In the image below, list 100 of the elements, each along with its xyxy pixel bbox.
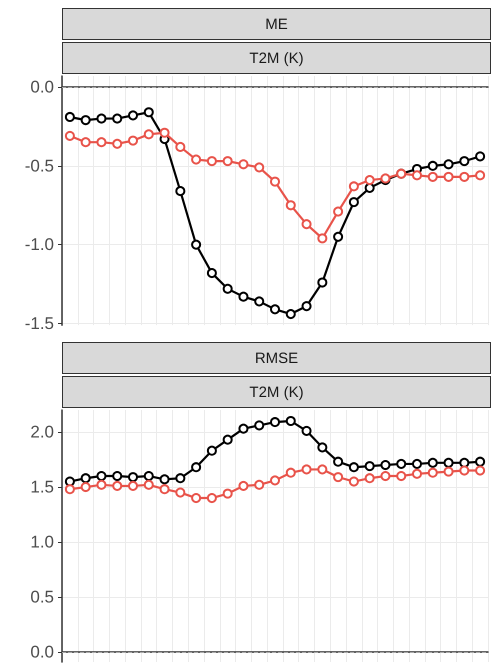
point [238, 480, 248, 491]
point [396, 471, 406, 482]
point [128, 136, 138, 146]
point [396, 458, 406, 469]
point [128, 110, 138, 120]
point [144, 129, 154, 140]
point [459, 466, 470, 476]
point [112, 471, 122, 482]
point [96, 114, 106, 124]
point [270, 304, 280, 314]
point [64, 484, 75, 494]
point [444, 466, 454, 477]
point [475, 170, 486, 180]
point [459, 156, 470, 166]
point [175, 488, 186, 498]
point [254, 480, 264, 490]
point [112, 480, 122, 491]
point [206, 493, 217, 504]
point [64, 112, 75, 122]
point [80, 115, 91, 126]
y-tick-label: 0.5 [30, 588, 54, 607]
point [475, 151, 486, 162]
point [175, 186, 186, 196]
point [191, 493, 202, 504]
point [128, 472, 138, 482]
point [144, 107, 154, 118]
point [238, 292, 248, 302]
point [206, 268, 217, 278]
point [96, 471, 106, 482]
point [80, 473, 91, 484]
point [302, 464, 312, 474]
point [475, 466, 486, 476]
point [206, 156, 217, 166]
point [412, 458, 422, 469]
point [238, 159, 248, 170]
chart-subtitle: T2M (K) [62, 42, 491, 74]
point [144, 471, 154, 482]
point [317, 233, 328, 244]
y-tick-label: 0.0 [30, 78, 54, 97]
point [302, 426, 312, 436]
point [206, 446, 217, 456]
point [428, 468, 438, 478]
point [112, 114, 122, 124]
point [428, 160, 438, 171]
point [333, 232, 344, 242]
point [222, 284, 233, 294]
point [175, 473, 186, 484]
point [175, 142, 186, 152]
point [286, 468, 296, 478]
point [160, 484, 170, 494]
point [286, 416, 296, 426]
point [80, 482, 91, 492]
point [96, 137, 106, 148]
point [459, 458, 470, 468]
point [412, 468, 422, 479]
point [286, 200, 296, 210]
point [333, 472, 344, 482]
point [444, 172, 454, 182]
point [348, 197, 359, 208]
point [238, 424, 248, 434]
point [128, 480, 138, 491]
y-tick-label: -0.5 [24, 156, 54, 176]
point [444, 159, 454, 170]
point [302, 219, 312, 230]
point [222, 488, 233, 499]
chart-subtitle: T2M (K) [62, 376, 491, 408]
point [160, 128, 170, 138]
point [380, 460, 390, 470]
point [348, 476, 359, 487]
y-tick-label: 1.0 [30, 532, 54, 552]
point [222, 434, 233, 445]
point [270, 417, 280, 428]
point [317, 278, 328, 288]
point [80, 137, 91, 148]
point [348, 462, 359, 472]
point [475, 456, 486, 467]
point [364, 473, 375, 484]
point [317, 464, 328, 474]
point [191, 240, 202, 250]
point [364, 182, 375, 193]
point [302, 301, 312, 312]
point [254, 420, 264, 430]
point [96, 480, 106, 490]
point [270, 475, 280, 486]
point [112, 138, 122, 149]
point [380, 471, 390, 482]
point [428, 458, 438, 468]
point [160, 474, 170, 484]
point [286, 309, 296, 320]
chart-title: RMSE [62, 342, 491, 374]
point [333, 456, 344, 467]
chart-title: ME [62, 8, 491, 40]
point [191, 462, 202, 472]
point [333, 206, 344, 217]
point [459, 172, 470, 182]
point [364, 461, 375, 472]
point [144, 480, 154, 490]
point [191, 154, 202, 165]
point [64, 130, 75, 141]
y-tick-label: 2.0 [30, 422, 54, 442]
